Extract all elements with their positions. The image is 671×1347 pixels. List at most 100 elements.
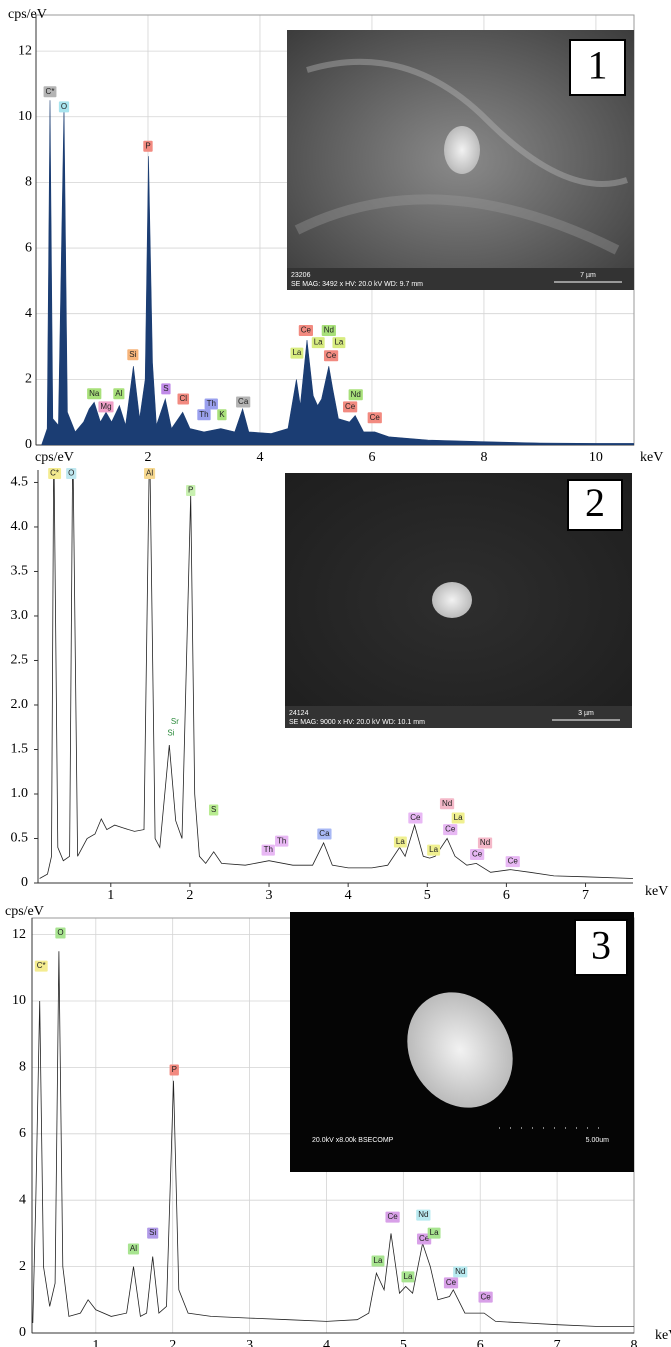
element-label-box xyxy=(275,835,289,847)
element-label-text: Na xyxy=(89,389,100,398)
x-axis-title: keV xyxy=(655,1328,671,1343)
element-label-text: Al xyxy=(146,469,153,478)
element-label: Ce xyxy=(443,1277,459,1289)
element-label: Nd xyxy=(416,1209,431,1221)
y-tick-label: 6 xyxy=(19,1126,26,1141)
element-label: La xyxy=(451,812,465,824)
element-label-box xyxy=(127,349,139,361)
y-tick-label: 4.0 xyxy=(11,519,29,534)
element-label-box xyxy=(143,140,153,152)
y-tick-label: 3.0 xyxy=(11,608,29,623)
element-label: Ce xyxy=(323,350,339,362)
element-label-text: S xyxy=(163,384,168,393)
element-label-box xyxy=(98,401,114,413)
element-label-box xyxy=(161,383,171,395)
element-label-text: Ce xyxy=(480,1292,491,1301)
element-label-text: S xyxy=(211,805,216,814)
y-tick-label: 12 xyxy=(18,43,32,58)
panel-number: 3 xyxy=(591,923,611,968)
element-label-box xyxy=(87,388,102,400)
element-label: La xyxy=(371,1255,385,1267)
element-label-box xyxy=(317,828,332,840)
element-label: Mg xyxy=(98,401,114,413)
element-label-text: La xyxy=(429,845,438,854)
element-label: S xyxy=(161,383,171,395)
element-label-text: Ca xyxy=(319,829,330,838)
element-label: Th xyxy=(261,844,275,856)
element-label-text: Al xyxy=(115,389,122,398)
sem-texture xyxy=(294,194,620,255)
element-label: K xyxy=(217,409,227,421)
x-tick-label: 2 xyxy=(169,1338,176,1347)
element-label-box xyxy=(367,412,382,424)
element-label: Nd xyxy=(439,798,455,810)
panel-number-box xyxy=(567,479,623,531)
y-axis-title: cps/eV xyxy=(8,7,47,22)
element-label-text: Ce xyxy=(301,326,312,335)
element-label: Si xyxy=(165,727,177,739)
x-tick-label: 1 xyxy=(107,888,114,903)
y-tick-label: 4 xyxy=(19,1192,26,1207)
element-label: Ce xyxy=(470,849,485,861)
particle xyxy=(407,992,513,1108)
x-tick-label: 3 xyxy=(266,888,273,903)
element-label-text: Mg xyxy=(100,402,111,411)
x-tick-label: 1 xyxy=(92,1338,99,1347)
y-tick-label: 0 xyxy=(21,875,28,890)
element-label: La xyxy=(427,1227,441,1239)
element-label-box xyxy=(311,337,325,349)
element-label-box xyxy=(261,844,275,856)
element-label-box xyxy=(48,468,62,480)
image-info: SE MAG: 9000 x HV: 20.0 kV WD: 10.1 mm xyxy=(289,719,425,726)
element-label-text: C* xyxy=(46,87,55,96)
element-label-text: Ca xyxy=(238,397,249,406)
x-tick-label: 6 xyxy=(477,1338,484,1347)
element-label-text: La xyxy=(454,813,463,822)
element-label-box xyxy=(177,393,190,405)
element-label-text: Nd xyxy=(418,1210,428,1219)
element-label: Nd xyxy=(321,324,336,336)
element-label-text: Si xyxy=(167,729,174,738)
y-tick-label: 10 xyxy=(18,109,32,124)
panel-number: 2 xyxy=(585,480,605,525)
y-tick-label: 2 xyxy=(25,372,32,387)
element-label-box xyxy=(113,388,125,400)
element-label-text: Ce xyxy=(446,1278,457,1287)
x-tick-label: 4 xyxy=(345,888,352,903)
element-label: Al xyxy=(144,468,156,480)
element-label-text: P xyxy=(172,1065,177,1074)
element-label-text: Ce xyxy=(419,1234,430,1243)
element-label-box xyxy=(169,1064,179,1076)
y-tick-label: 12 xyxy=(12,927,26,942)
scale-label: 3 µm xyxy=(578,710,594,717)
x-tick-label: 8 xyxy=(480,450,487,465)
element-label: S xyxy=(208,804,219,816)
element-label: C* xyxy=(34,960,48,972)
element-label-box xyxy=(323,350,339,362)
element-label: Ce xyxy=(505,856,520,868)
element-label: Na xyxy=(87,388,102,400)
element-label-box xyxy=(55,927,66,939)
x-tick-label: 3 xyxy=(246,1338,253,1347)
element-label-text: La xyxy=(314,338,323,347)
element-label-text: Nd xyxy=(455,1267,465,1276)
y-tick-label: 4 xyxy=(25,306,32,321)
element-label-box xyxy=(416,1209,431,1221)
element-label-text: La xyxy=(404,1272,413,1281)
element-label-text: Nd xyxy=(480,838,490,847)
info-bar xyxy=(287,268,634,290)
element-label-box xyxy=(505,856,520,868)
y-axis-title: cps/eV xyxy=(5,904,44,919)
element-label-text: Th xyxy=(277,836,286,845)
y-tick-label: 0 xyxy=(19,1325,26,1340)
sem-texture xyxy=(306,58,628,187)
element-label-text: La xyxy=(430,1228,439,1237)
y-tick-label: 4.5 xyxy=(11,475,29,490)
x-tick-label: 4 xyxy=(323,1338,330,1347)
y-tick-label: 1.5 xyxy=(11,742,29,757)
element-label: Si xyxy=(127,349,139,361)
element-label-box xyxy=(443,824,458,836)
x-tick-label: 6 xyxy=(368,450,375,465)
element-label-text: Sr xyxy=(171,717,179,726)
element-label-box xyxy=(470,849,485,861)
